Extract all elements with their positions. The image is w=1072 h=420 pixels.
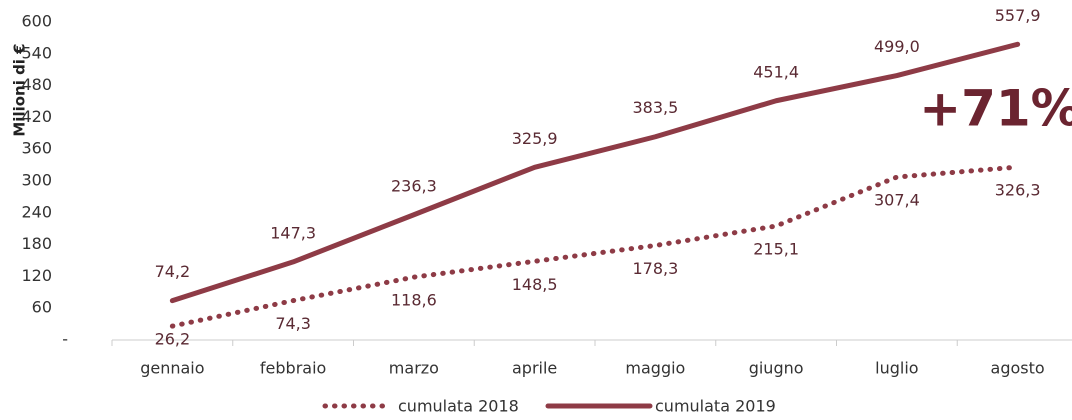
line-solid — [169, 41, 1021, 304]
data-label: 383,5 — [632, 98, 678, 117]
data-label: 178,3 — [632, 259, 678, 278]
data-label: 307,4 — [874, 191, 920, 210]
data-label: 148,5 — [512, 275, 558, 294]
y-tick-label: 300 — [21, 171, 52, 190]
line-dotted — [169, 164, 1021, 329]
x-tick-label: giugno — [749, 359, 804, 378]
y-tick-label: 180 — [21, 234, 52, 253]
data-label: 215,1 — [753, 239, 799, 258]
y-tick-label: 240 — [21, 202, 52, 221]
y-tick-label: - — [62, 330, 68, 349]
legend-label: cumulata 2018 — [398, 397, 519, 416]
data-label: 557,9 — [995, 6, 1041, 25]
x-tick-label: gennaio — [140, 359, 204, 378]
y-tick-label: 420 — [21, 107, 52, 126]
data-label: 326,3 — [995, 181, 1041, 200]
data-label: 118,6 — [391, 291, 437, 310]
x-tick-label: maggio — [625, 359, 685, 378]
y-tick-label: 360 — [21, 139, 52, 158]
data-label: 74,3 — [275, 314, 311, 333]
annotation: +71% — [919, 80, 1072, 138]
y-tick-label: 60 — [32, 298, 52, 317]
x-tick-label: luglio — [875, 359, 918, 378]
x-tick-label: aprile — [512, 359, 557, 378]
y-tick-label: 120 — [21, 266, 52, 285]
y-tick-label: 540 — [21, 43, 52, 62]
x-tick-label: marzo — [389, 359, 439, 378]
data-label: 147,3 — [270, 223, 316, 242]
y-tick-label: 480 — [21, 75, 52, 94]
data-label: 325,9 — [512, 129, 558, 148]
data-label: 236,3 — [391, 176, 437, 195]
x-tick-label: agosto — [991, 359, 1045, 378]
y-tick-label: 600 — [21, 12, 52, 31]
data-label: 499,0 — [874, 37, 920, 56]
y-axis-label: Milioni di € — [11, 43, 29, 136]
data-label: 26,2 — [155, 330, 191, 349]
data-label: 74,2 — [155, 262, 191, 281]
legend-label: cumulata 2019 — [655, 397, 776, 416]
x-tick-label: febbraio — [260, 359, 326, 378]
data-label: 451,4 — [753, 62, 799, 81]
